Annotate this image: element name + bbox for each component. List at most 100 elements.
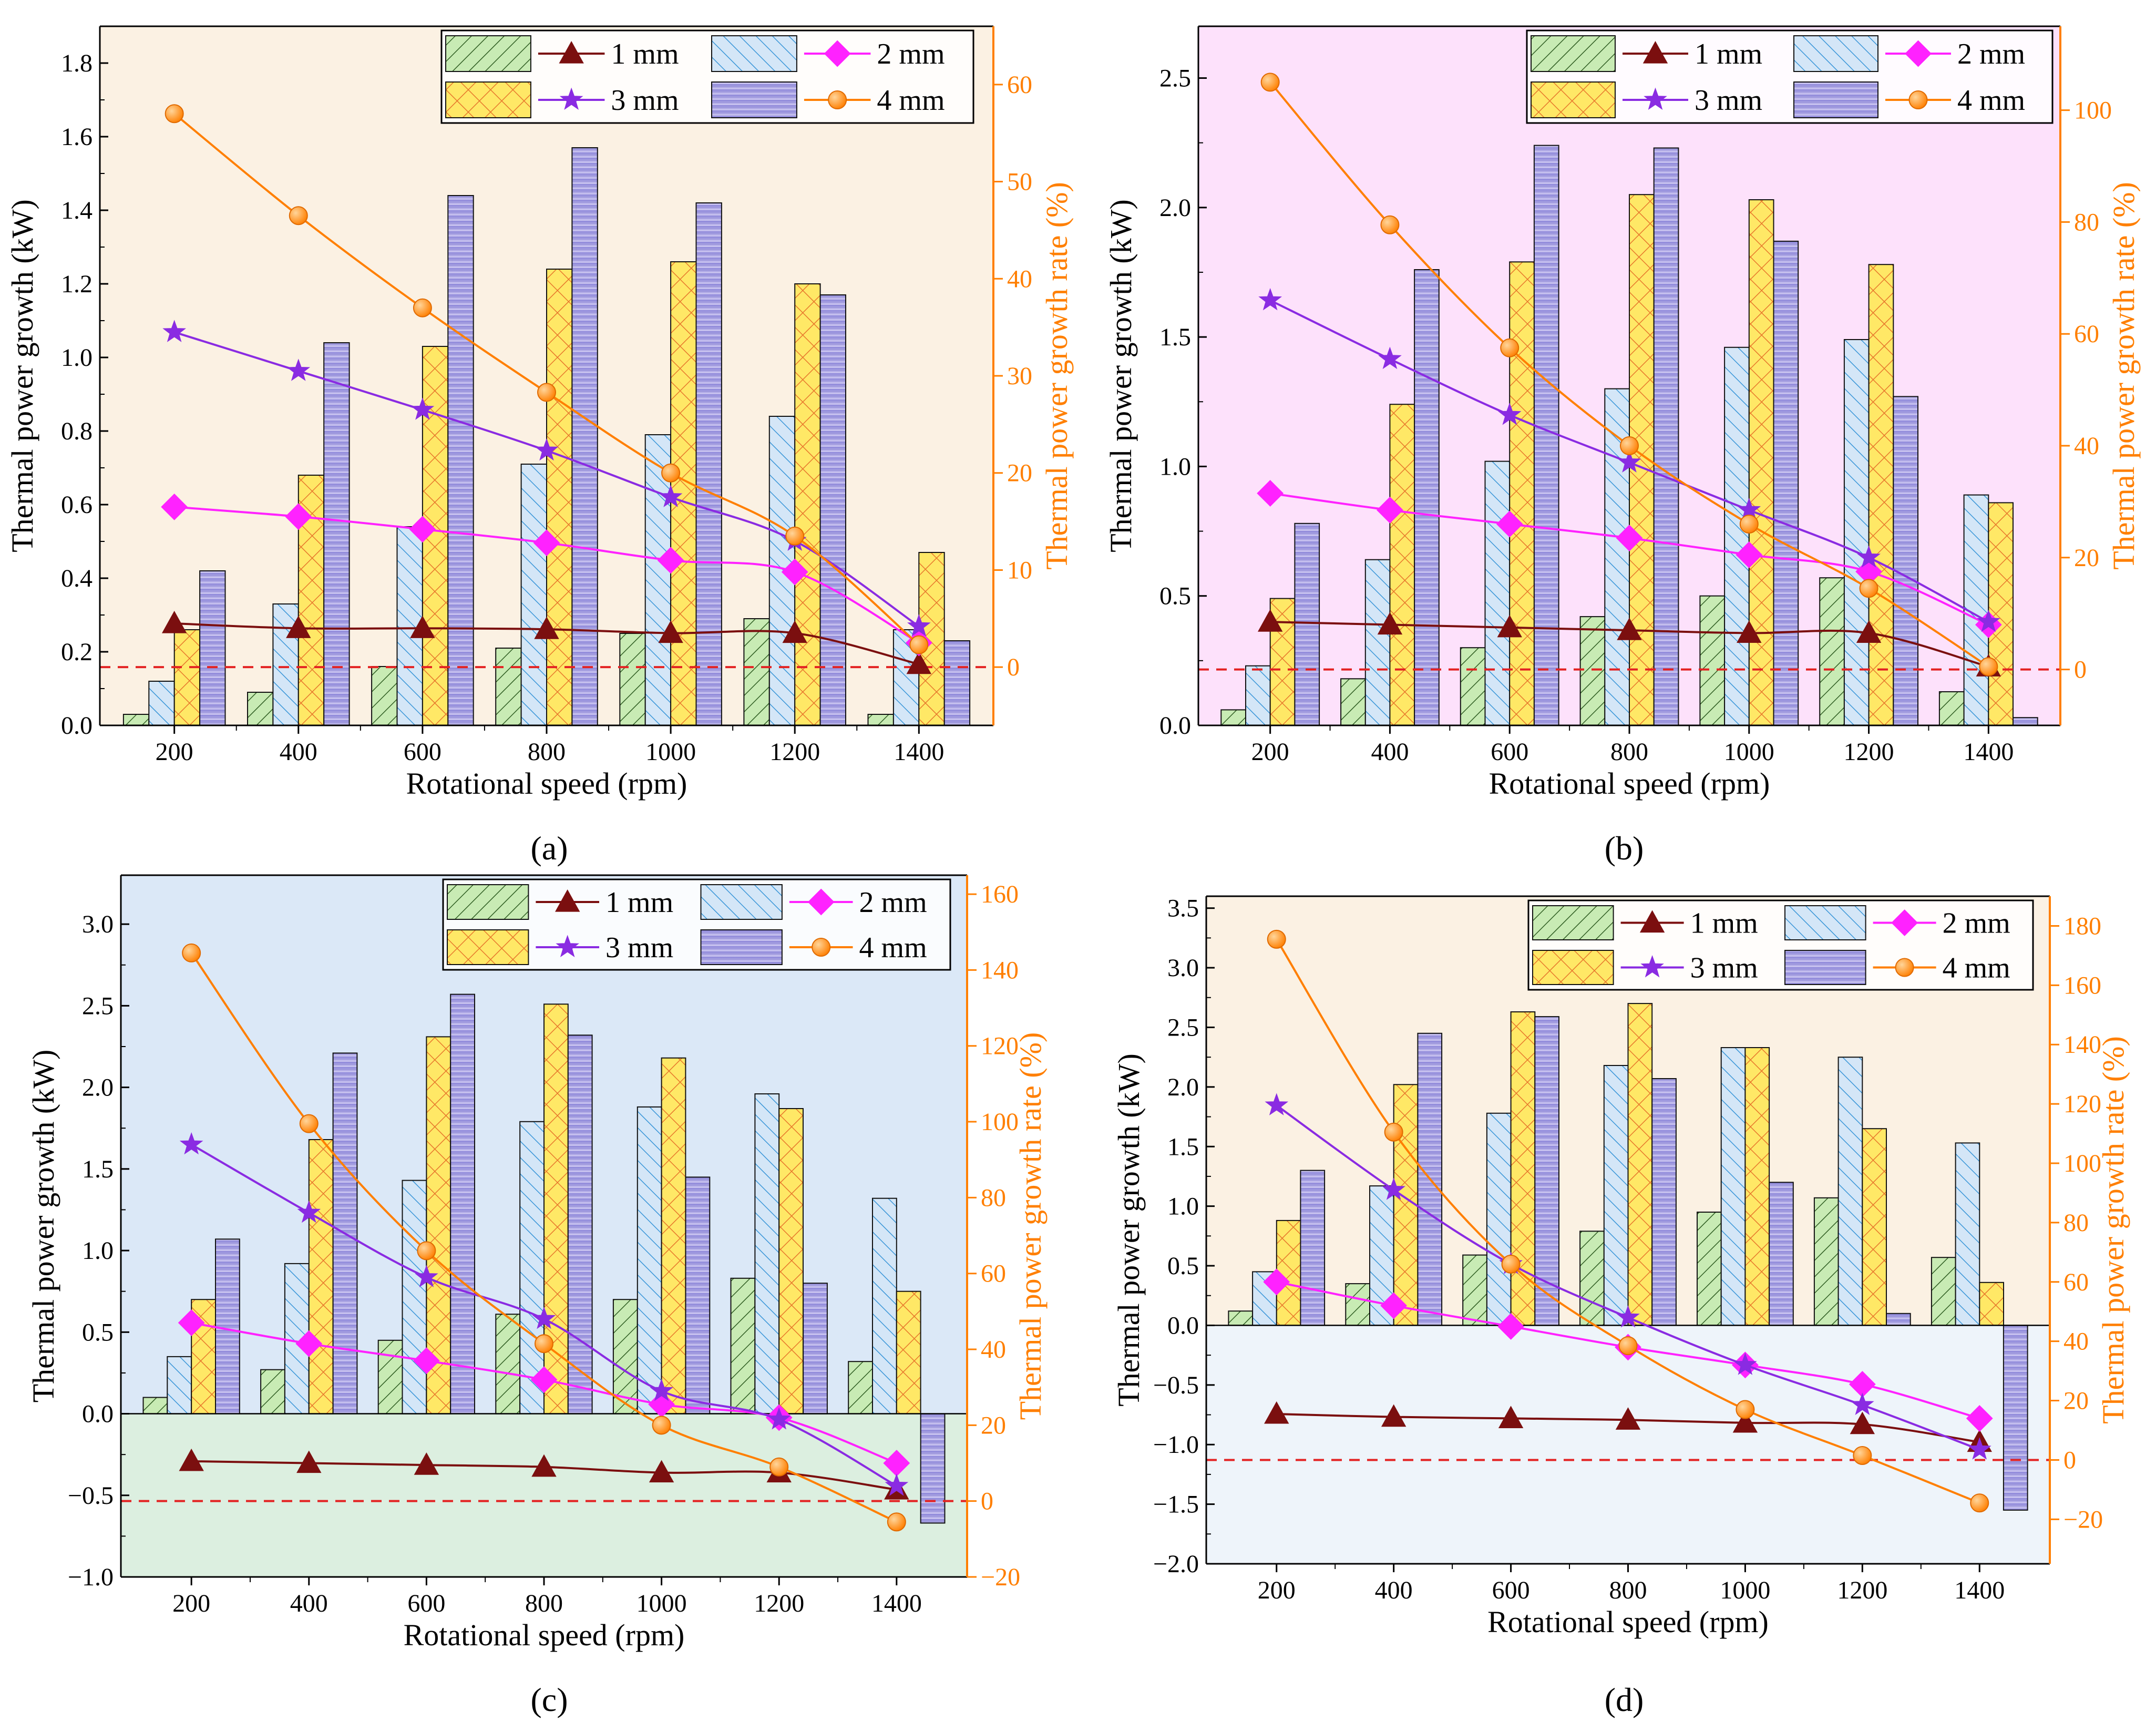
point-2-600 <box>409 516 436 543</box>
x-tick-label: 200 <box>156 738 193 766</box>
bar-4-800 <box>567 1034 593 1415</box>
y2-axis-title: Thermal power growth rate (%) <box>2107 182 2141 570</box>
bar-3-1000 <box>661 1057 686 1415</box>
point-3-400 <box>297 1200 321 1223</box>
point-1-600 <box>410 616 435 638</box>
bar-1-400 <box>1340 678 1366 726</box>
line-group <box>1263 929 1993 1513</box>
point-3-600 <box>410 397 435 420</box>
legend: 1 mm 2 mm 3 mm 4 mm <box>442 878 951 971</box>
point-4-1200 <box>785 526 805 546</box>
bar-4-200 <box>1300 1170 1326 1326</box>
point-1-600 <box>414 1452 439 1475</box>
plot-background-bottom <box>1206 1325 2050 1564</box>
legend-marker-4 <box>828 90 847 109</box>
x-tick-label: 400 <box>1375 1576 1413 1604</box>
x-tick-label: 600 <box>1492 1576 1530 1604</box>
y-tick-label: 0.0 <box>61 712 93 740</box>
y2-tick-label: 20 <box>2063 1387 2089 1415</box>
bar-1-1200 <box>1813 1197 1839 1326</box>
point-1-800 <box>534 617 559 639</box>
bar-4-1200 <box>1893 396 1919 726</box>
point-3-200 <box>1265 1093 1289 1115</box>
point-2-400 <box>285 503 312 530</box>
legend-label-1: 1 mm <box>611 38 679 70</box>
y-tick-label: 1.0 <box>1167 1193 1199 1221</box>
bar-2-1200 <box>754 1093 780 1415</box>
y-axis-title: Thermal power growth (kW) <box>5 199 39 552</box>
point-4-600 <box>417 1241 436 1260</box>
line-group <box>178 943 910 1532</box>
bar-3-1000 <box>1748 199 1774 726</box>
point-3-1200 <box>1850 1392 1874 1416</box>
bar-4-1400 <box>920 1413 946 1524</box>
point-4-1400 <box>909 635 929 654</box>
y2-tick-label: 60 <box>1007 71 1032 99</box>
legend-bar-swatch-4 <box>1793 81 1878 118</box>
bar-1-800 <box>1579 1231 1605 1326</box>
point-4-800 <box>1618 1336 1638 1356</box>
x-axis-title: Rotational speed (rpm) <box>1489 766 1770 801</box>
point-4-1000 <box>661 463 681 483</box>
bar-3-600 <box>1509 261 1535 726</box>
bar-1-200 <box>142 1397 168 1415</box>
legend-bar-swatch-1 <box>445 35 531 72</box>
point-3-800 <box>1617 450 1641 473</box>
bar-3-1200 <box>794 283 821 726</box>
bar-4-200 <box>215 1238 240 1415</box>
point-4-1000 <box>1739 514 1759 534</box>
point-2-600 <box>413 1347 440 1375</box>
y-tick-label: 0.0 <box>82 1400 114 1428</box>
point-3-800 <box>532 1306 556 1329</box>
y-tick-label: 1.8 <box>61 49 93 77</box>
legend-marker-1 <box>1639 910 1665 933</box>
point-4-600 <box>1500 338 1520 357</box>
x-tick-label: 1200 <box>1844 738 1894 766</box>
point-3-400 <box>1378 346 1402 370</box>
point-2-200 <box>161 493 188 520</box>
point-2-400 <box>1377 496 1403 524</box>
y2-axis-title: Thermal power growth rate (%) <box>2096 1036 2130 1424</box>
y2-tick-label: 120 <box>2063 1090 2101 1118</box>
bar-2-1400 <box>1955 1142 1980 1326</box>
legend-bar-swatch-3 <box>447 929 529 965</box>
point-1-1000 <box>1737 620 1762 643</box>
point-4-1200 <box>1859 579 1878 598</box>
legend: 1 mm 2 mm 3 mm 4 mm <box>1527 899 2034 991</box>
bar-3-1200 <box>1868 264 1894 726</box>
bar-1-1400 <box>1931 1257 1956 1326</box>
y2-tick-label: 100 <box>981 1108 1019 1136</box>
point-1-1000 <box>649 1460 674 1483</box>
y-tick-label: 2.0 <box>1159 194 1191 222</box>
legend-label-3: 3 mm <box>1690 952 1758 985</box>
legend-label-1: 1 mm <box>605 886 673 919</box>
y-tick-label: 2.0 <box>82 1074 114 1102</box>
bar-1-800 <box>495 1314 521 1415</box>
point-3-1000 <box>650 1378 673 1401</box>
y2-tick-label: 80 <box>2074 208 2099 236</box>
point-3-800 <box>535 438 559 461</box>
bar-4-1000 <box>1769 1182 1794 1326</box>
legend-bar-swatch-4 <box>1784 950 1866 985</box>
y-tick-label: 2.0 <box>1167 1073 1199 1101</box>
bar-group <box>1228 1003 2028 1511</box>
bar-2-200 <box>1245 665 1271 726</box>
x-tick-label: 400 <box>1371 738 1409 766</box>
line-group <box>161 104 932 674</box>
y2-tick-label: 0 <box>1007 653 1020 681</box>
x-tick-label: 1000 <box>636 1590 687 1617</box>
point-4-600 <box>1501 1254 1521 1274</box>
y-tick-label: 0.5 <box>1159 582 1191 610</box>
bar-1-1400 <box>867 714 894 726</box>
bar-2-1200 <box>1837 1057 1863 1326</box>
bar-3-200 <box>173 629 201 726</box>
point-4-1200 <box>1853 1446 1872 1465</box>
bar-1-1200 <box>1819 577 1845 726</box>
point-1-1200 <box>1856 620 1882 643</box>
x-tick-label: 200 <box>1251 738 1289 766</box>
bar-1-1000 <box>1699 595 1726 726</box>
y2-tick-label: 40 <box>981 1336 1006 1364</box>
y2-tick-label: −20 <box>981 1563 1020 1591</box>
